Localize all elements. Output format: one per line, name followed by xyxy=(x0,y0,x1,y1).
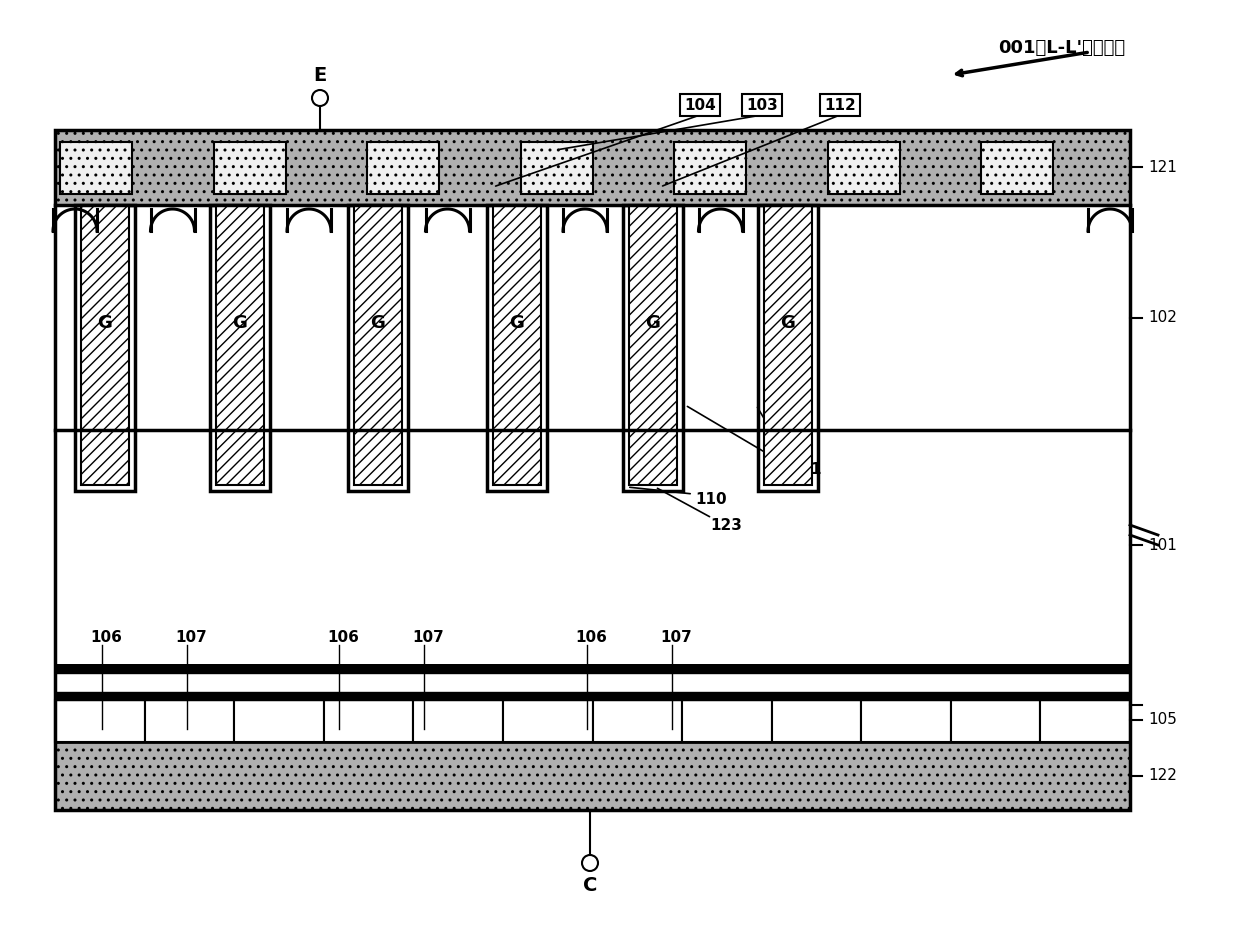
Bar xyxy=(503,700,593,742)
Bar xyxy=(758,205,818,491)
Bar xyxy=(55,430,1130,665)
Bar xyxy=(55,130,1130,810)
Bar xyxy=(862,700,951,742)
Bar xyxy=(764,205,812,485)
Bar xyxy=(1040,700,1130,742)
Text: G: G xyxy=(233,314,248,332)
Bar xyxy=(55,700,145,742)
Circle shape xyxy=(312,90,329,106)
Bar xyxy=(413,700,503,742)
Text: G: G xyxy=(98,314,113,332)
Text: 121: 121 xyxy=(1148,159,1177,174)
Bar xyxy=(494,205,541,485)
Text: 112: 112 xyxy=(825,97,856,112)
Text: 001（L-L'横截面）: 001（L-L'横截面） xyxy=(998,39,1125,57)
Text: 105: 105 xyxy=(1148,712,1177,728)
Text: 106: 106 xyxy=(91,630,122,645)
Text: 122: 122 xyxy=(1148,769,1177,783)
Bar xyxy=(60,142,131,194)
Text: G: G xyxy=(780,314,795,332)
Bar xyxy=(682,700,771,742)
Bar xyxy=(55,205,1130,430)
Bar xyxy=(145,700,234,742)
Bar xyxy=(593,700,682,742)
Bar xyxy=(353,205,402,485)
Text: 104: 104 xyxy=(684,97,715,112)
Bar xyxy=(951,700,1040,742)
Text: G: G xyxy=(510,314,525,332)
Bar xyxy=(210,205,270,491)
Bar xyxy=(348,205,408,491)
Text: 111: 111 xyxy=(790,462,821,477)
Text: 107: 107 xyxy=(175,630,207,645)
Bar xyxy=(55,665,1130,700)
Bar xyxy=(55,665,1130,673)
Bar xyxy=(81,205,129,485)
Text: 103: 103 xyxy=(746,97,777,112)
Bar xyxy=(216,205,264,485)
Text: G: G xyxy=(646,314,661,332)
Circle shape xyxy=(582,855,598,871)
Bar xyxy=(487,205,547,491)
Bar xyxy=(234,700,324,742)
Bar xyxy=(981,142,1054,194)
Bar xyxy=(213,142,285,194)
Text: 110: 110 xyxy=(694,492,727,507)
Bar xyxy=(622,205,683,491)
Text: E: E xyxy=(314,66,326,85)
Bar xyxy=(629,205,677,485)
Text: 107: 107 xyxy=(412,630,444,645)
Bar xyxy=(521,142,593,194)
Text: 106: 106 xyxy=(327,630,358,645)
Text: G: G xyxy=(371,314,386,332)
Text: C: C xyxy=(583,876,598,895)
Text: 101: 101 xyxy=(1148,537,1177,553)
Bar xyxy=(367,142,439,194)
Text: 102: 102 xyxy=(1148,310,1177,326)
Bar xyxy=(74,205,135,491)
Bar xyxy=(324,700,413,742)
Bar xyxy=(55,692,1130,700)
Bar xyxy=(675,142,746,194)
Text: 123: 123 xyxy=(711,518,742,533)
Bar xyxy=(771,700,862,742)
Text: 107: 107 xyxy=(660,630,692,645)
Bar xyxy=(55,130,1130,205)
Bar xyxy=(828,142,900,194)
Text: 106: 106 xyxy=(575,630,606,645)
Bar xyxy=(55,742,1130,810)
